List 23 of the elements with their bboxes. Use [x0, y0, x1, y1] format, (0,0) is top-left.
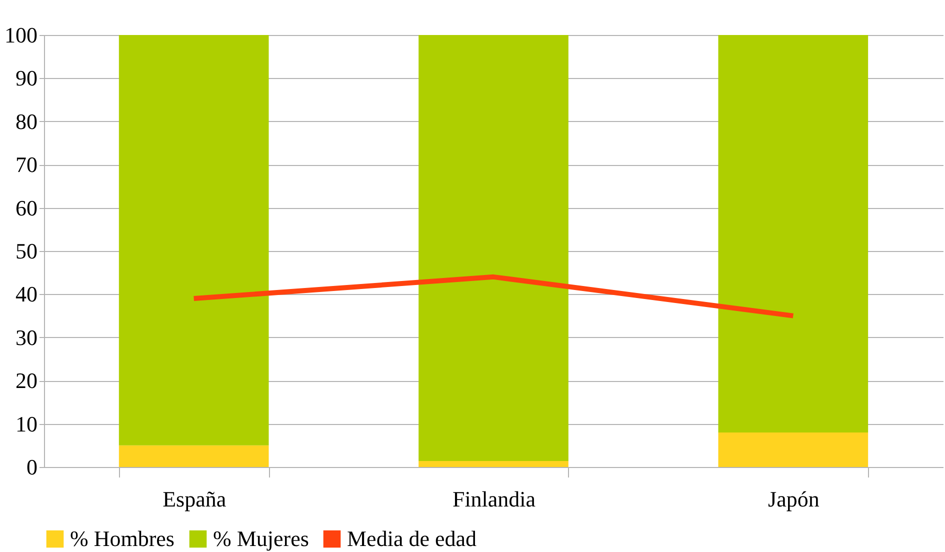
- bar: [418, 35, 568, 461]
- legend-label: % Mujeres: [213, 526, 309, 551]
- legend-label: % Hombres: [70, 526, 174, 551]
- y-tick-label: 100: [4, 22, 38, 48]
- bar: [118, 445, 269, 467]
- x-tick-label: España: [162, 486, 226, 512]
- y-tick-label: 70: [16, 152, 38, 178]
- y-tick-label: 90: [16, 66, 38, 91]
- y-tick-label: 60: [16, 195, 38, 220]
- x-tick-label: Japón: [768, 486, 820, 512]
- bar: [118, 35, 269, 446]
- y-tick-label: 30: [16, 324, 38, 350]
- y-tick-label: 50: [16, 238, 38, 264]
- x-tick-label: Finlandia: [452, 486, 536, 512]
- y-tick-label: 40: [16, 282, 38, 307]
- y-tick-label: 20: [16, 368, 38, 394]
- legend-label: Media de edad: [347, 526, 476, 551]
- bar: [718, 35, 868, 432]
- bar: [718, 432, 868, 467]
- y-tick-label: 80: [16, 108, 38, 134]
- y-tick-label: 0: [26, 454, 38, 480]
- bar: [418, 460, 568, 467]
- y-tick-label: 10: [16, 411, 38, 436]
